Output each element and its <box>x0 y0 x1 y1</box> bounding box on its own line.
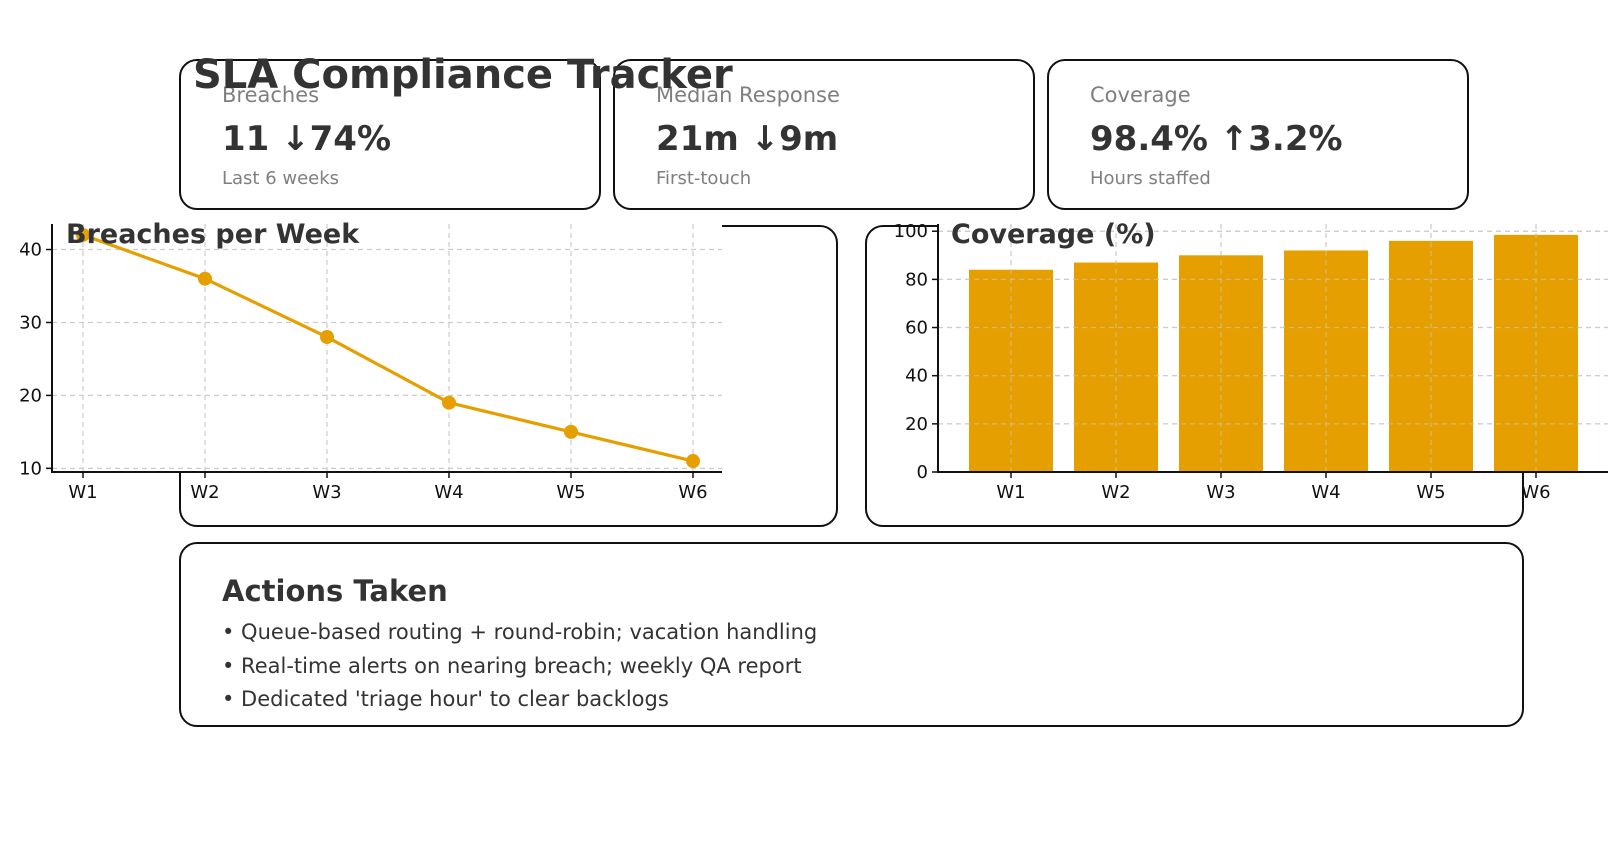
y-tick-label: 60 <box>905 318 928 339</box>
x-tick-label: W5 <box>556 482 585 503</box>
y-tick-label: 100 <box>894 221 928 242</box>
y-tick-label: 0 <box>917 462 928 483</box>
coverage-bar-chart: 0 20 40 60 80 100 W1 W2 W3 W4 W5 W6 Coverage (%) <box>894 219 1608 503</box>
page-title: SLA Compliance Tracker <box>193 52 733 98</box>
x-tick-label: W4 <box>1311 482 1340 503</box>
kpi-label: Breaches <box>222 83 320 107</box>
actions-card: Actions Taken • Queue-based routing + ro… <box>179 542 1524 727</box>
actions-title: Actions Taken <box>222 574 448 608</box>
action-item: • Real-time alerts on nearing breach; we… <box>222 653 802 678</box>
kpi-subtext: First-touch <box>656 168 752 189</box>
x-tick-label: W5 <box>1416 482 1445 503</box>
data-point <box>686 454 700 469</box>
data-point <box>198 271 212 286</box>
x-tick-label: W1 <box>68 482 97 503</box>
x-tick-label: W6 <box>678 482 707 503</box>
data-point <box>320 330 334 345</box>
data-point <box>564 424 578 439</box>
breaches-line-chart: 10 20 30 40 W1 W2 W3 W4 W5 W6 Breaches per Week <box>19 219 722 503</box>
breaches-chart-title: Breaches per Week <box>66 219 360 250</box>
data-point <box>442 395 456 410</box>
y-tick-label: 10 <box>19 458 42 479</box>
kpi-card-coverage: Coverage 98.4% ↑3.2% Hours staffed <box>1047 59 1469 210</box>
breaches-series-line <box>82 233 694 463</box>
kpi-value: 21m ↓9m <box>656 119 839 159</box>
x-tick-label: W4 <box>434 482 463 503</box>
y-tick-label: 40 <box>905 366 928 387</box>
kpi-card-breaches: Breaches 11 ↓74% Last 6 weeks <box>179 59 601 210</box>
y-tick-label: 80 <box>905 269 928 290</box>
kpi-subtext: Last 6 weeks <box>222 168 340 189</box>
x-tick-label: W6 <box>1521 482 1550 503</box>
kpi-subtext: Hours staffed <box>1090 168 1211 189</box>
y-tick-label: 30 <box>19 312 42 333</box>
kpi-card-median-response: Median Response 21m ↓9m First-touch <box>613 59 1035 210</box>
kpi-value: 11 ↓74% <box>222 119 392 159</box>
y-tick-label: 20 <box>19 385 42 406</box>
x-tick-label: W1 <box>996 482 1025 503</box>
x-tick-label: W3 <box>312 482 341 503</box>
y-tick-label: 40 <box>19 240 42 261</box>
kpi-label: Median Response <box>656 83 840 107</box>
kpi-value: 98.4% ↑3.2% <box>1090 119 1343 159</box>
coverage-chart-title: Coverage (%) <box>951 219 1156 250</box>
data-point <box>76 227 90 242</box>
action-item: • Dedicated 'triage hour' to clear backl… <box>222 687 669 711</box>
y-tick-label: 20 <box>905 414 928 435</box>
action-item: • Queue-based routing + round-robin; vac… <box>222 620 818 644</box>
actions-list: • Queue-based routing + round-robin; vac… <box>222 616 817 717</box>
x-tick-label: W2 <box>190 482 219 503</box>
x-tick-label: W3 <box>1206 482 1235 503</box>
kpi-label: Coverage <box>1090 83 1191 107</box>
x-tick-label: W2 <box>1101 482 1130 503</box>
bar <box>1389 240 1473 472</box>
